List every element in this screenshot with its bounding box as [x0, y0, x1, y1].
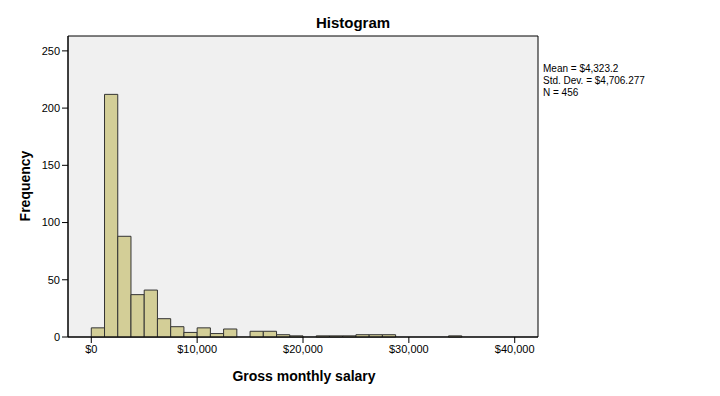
svg-text:Gross monthly salary: Gross monthly salary	[232, 368, 375, 384]
svg-text:$10,000: $10,000	[177, 343, 217, 355]
svg-text:200: 200	[42, 102, 60, 114]
svg-text:Histogram: Histogram	[316, 14, 390, 31]
svg-text:Frequency: Frequency	[17, 150, 33, 221]
svg-text:50: 50	[48, 274, 60, 286]
svg-text:$30,000: $30,000	[389, 343, 429, 355]
svg-text:100: 100	[42, 216, 60, 228]
svg-text:Mean = $4,323.2: Mean = $4,323.2	[543, 63, 619, 74]
svg-text:Std. Dev. = $4,706.277: Std. Dev. = $4,706.277	[543, 75, 645, 86]
svg-text:$40,000: $40,000	[495, 343, 535, 355]
svg-text:0: 0	[54, 331, 60, 343]
svg-text:N = 456: N = 456	[543, 87, 579, 98]
svg-text:250: 250	[42, 45, 60, 57]
svg-text:$20,000: $20,000	[283, 343, 323, 355]
svg-text:$0: $0	[85, 343, 97, 355]
svg-text:150: 150	[42, 159, 60, 171]
